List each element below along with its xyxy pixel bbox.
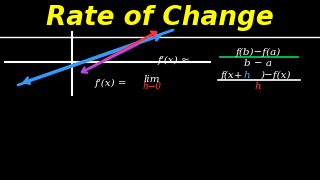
Text: )−f(x): )−f(x) xyxy=(260,70,291,80)
Text: f(b)−f(a): f(b)−f(a) xyxy=(236,48,281,57)
Text: h: h xyxy=(244,71,250,80)
Text: b − a: b − a xyxy=(244,58,272,68)
Text: Rate of Change: Rate of Change xyxy=(46,5,274,31)
Text: lim: lim xyxy=(144,75,160,84)
Text: f(x+: f(x+ xyxy=(220,70,243,80)
Text: f'(x) ≈: f'(x) ≈ xyxy=(158,55,191,65)
Text: h: h xyxy=(255,82,261,91)
Text: h→0: h→0 xyxy=(142,82,162,91)
Text: f'(x) =: f'(x) = xyxy=(95,78,128,87)
